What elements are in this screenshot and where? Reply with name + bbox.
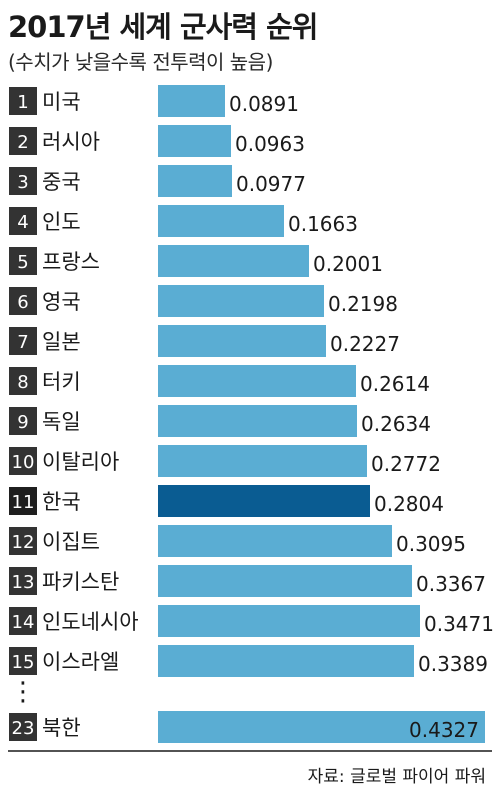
rank-box (9, 247, 37, 275)
bar (158, 365, 356, 397)
source-note: 자료: 글로벌 파이어 파워 (307, 767, 486, 787)
chart-subtitle: (수치가 낮을수록 전투력이 높음) (8, 50, 273, 74)
rank-number: 7 (17, 332, 28, 353)
bar (158, 485, 370, 517)
rank-box (9, 447, 37, 475)
value-label: 0.2001 (313, 252, 383, 276)
rank-box (9, 713, 37, 741)
rank-box (9, 527, 37, 555)
rank-number: 12 (12, 532, 35, 553)
value-label: 0.2227 (330, 332, 400, 356)
bar (158, 165, 232, 197)
country-label: 한국 (42, 490, 81, 514)
bar (158, 645, 414, 677)
country-label: 이집트 (42, 530, 100, 554)
rank-number: 1 (17, 92, 28, 113)
bar (158, 711, 485, 743)
bar (158, 565, 412, 597)
rank-box (9, 367, 37, 395)
bar (158, 445, 367, 477)
rank-box (9, 167, 37, 195)
country-label: 인도 (42, 210, 81, 234)
value-label: 0.2772 (371, 452, 441, 476)
rank-number: 5 (17, 252, 28, 273)
rank-box (9, 647, 37, 675)
rank-box (9, 327, 37, 355)
rank-number: 11 (12, 492, 35, 513)
country-label: 파키스탄 (42, 570, 119, 594)
rank-box (9, 287, 37, 315)
bar (158, 205, 284, 237)
value-label: 0.1663 (288, 212, 358, 236)
rank-number: 15 (12, 652, 35, 673)
value-label: 0.3389 (418, 652, 488, 676)
bar (158, 525, 392, 557)
rank-box (9, 127, 37, 155)
value-label: 0.2198 (328, 292, 398, 316)
country-label: 프랑스 (42, 250, 100, 274)
country-label: 러시아 (42, 130, 100, 154)
country-label: 일본 (42, 330, 81, 354)
rank-box (9, 407, 37, 435)
rank-number: 2 (17, 132, 28, 153)
value-label: 0.3367 (416, 572, 486, 596)
rank-number: 6 (17, 292, 28, 313)
value-label: 0.2804 (374, 492, 444, 516)
value-label: 0.3471 (424, 612, 494, 636)
value-label: 0.0977 (236, 172, 306, 196)
rank-number: 10 (12, 452, 35, 473)
bar (158, 245, 309, 277)
bar (158, 285, 324, 317)
country-label: 북한 (42, 716, 81, 740)
value-label: 0.2614 (360, 372, 430, 396)
country-label: 인도네시아 (42, 610, 139, 634)
rank-box (9, 607, 37, 635)
rank-number: 13 (12, 572, 35, 593)
rank-number: 23 (12, 718, 35, 739)
value-label: 0.4327 (409, 718, 479, 742)
country-label: 터키 (42, 370, 81, 394)
bar (158, 605, 420, 637)
chart-title: 2017년 세계 군사력 순위 (8, 10, 318, 44)
country-label: 이스라엘 (42, 650, 119, 674)
rank-number: 14 (12, 612, 35, 633)
value-label: 0.0891 (229, 92, 299, 116)
value-label: 0.2634 (361, 412, 431, 436)
rank-box (9, 87, 37, 115)
rank-box (9, 567, 37, 595)
rank-box (9, 487, 37, 515)
value-label: 0.0963 (235, 132, 305, 156)
country-label: 독일 (42, 410, 81, 434)
country-label: 이탈리아 (42, 450, 119, 474)
bar (158, 325, 326, 357)
rank-number: 8 (17, 372, 28, 393)
bar (158, 125, 231, 157)
rank-box (9, 207, 37, 235)
country-label: 영국 (42, 290, 81, 314)
value-label: 0.3095 (396, 532, 466, 556)
rank-number: 9 (17, 412, 28, 433)
bar (158, 405, 357, 437)
bar (158, 85, 225, 117)
ellipsis-marker: ⋮ (10, 677, 36, 707)
country-label: 중국 (42, 170, 81, 194)
rank-number: 3 (17, 172, 28, 193)
country-label: 미국 (42, 90, 81, 114)
rank-number: 4 (17, 212, 28, 233)
